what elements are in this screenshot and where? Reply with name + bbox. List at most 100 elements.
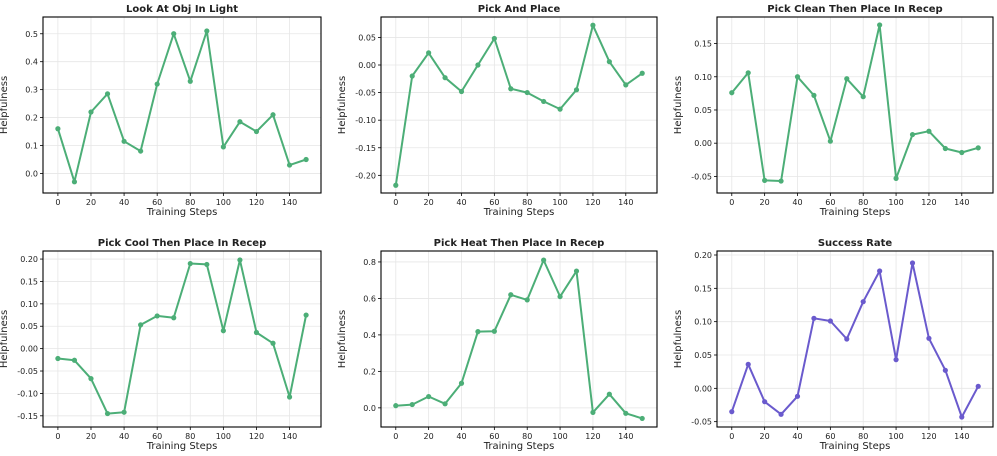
- data-point: [458, 88, 465, 95]
- chart-panel: 0 20 40 60 80 100 120 140 -0.05 0.00 0.05 0.10 0.15 P…: [673, 4, 994, 218]
- series-line: [56, 30, 307, 183]
- data-point: [811, 315, 817, 321]
- x-tick-label: 40: [456, 198, 466, 207]
- data-point: [491, 35, 497, 42]
- y-tick-label: -0.10: [355, 116, 376, 125]
- data-point: [623, 410, 629, 416]
- y-axis-label: Helpfulness: [0, 310, 10, 368]
- data-point: [508, 292, 514, 298]
- data-point: [270, 340, 276, 346]
- y-tick-label: 0.0: [25, 169, 38, 178]
- x-tick-label: 60: [825, 432, 835, 441]
- chart-panel: 0 20 40 60 80 100 120 140 -0.05 0.00 0.05 0.10 0.15 0…: [673, 238, 994, 452]
- data-point: [745, 361, 751, 367]
- x-axis-label: Training Steps: [146, 207, 218, 218]
- x-tick-label: 0: [55, 432, 60, 441]
- y-tick-label: 0.05: [358, 33, 376, 42]
- x-tick-label: 140: [954, 432, 969, 441]
- y-tick-label: 0.1: [25, 142, 38, 151]
- x-tick-label: 100: [216, 432, 231, 441]
- data-point: [171, 31, 177, 37]
- data-point: [794, 74, 801, 80]
- y-axis-label: Helpfulness: [0, 76, 10, 134]
- y-tick-label: 0.15: [20, 277, 38, 286]
- y-axis-label: Helpfulness: [337, 76, 348, 134]
- data-point: [303, 312, 309, 318]
- x-tick-label: 80: [858, 432, 868, 441]
- x-tick-label: 80: [185, 432, 195, 441]
- data-point: [778, 411, 784, 417]
- y-axis-label: Helpfulness: [337, 310, 348, 368]
- chart-title: Pick Cool Then Place In Recep: [98, 238, 267, 249]
- data-point: [590, 22, 596, 28]
- x-tick-label: 0: [729, 432, 734, 441]
- data-point: [154, 81, 160, 87]
- x-tick-label: 120: [921, 432, 936, 441]
- y-tick-label: -0.05: [691, 418, 712, 427]
- x-tick-label: 20: [424, 198, 434, 207]
- y-tick-label: -0.15: [17, 412, 38, 421]
- y-tick-label: 0.5: [25, 30, 38, 39]
- y-tick-label: 0.0: [363, 404, 376, 413]
- chart-title: Success Rate: [818, 238, 893, 249]
- data-point: [220, 144, 226, 150]
- data-point: [573, 268, 580, 274]
- series-line: [57, 259, 308, 415]
- x-tick-label: 40: [792, 432, 802, 441]
- data-point: [138, 148, 144, 154]
- y-tick-label: 0.00: [694, 139, 712, 148]
- x-tick-label: 60: [489, 432, 499, 441]
- x-tick-label: 120: [585, 198, 600, 207]
- x-tick-label: 100: [552, 432, 567, 441]
- x-tick-label: 80: [522, 198, 532, 207]
- data-point: [154, 313, 160, 319]
- x-tick-label: 100: [888, 198, 903, 207]
- data-point: [104, 410, 111, 417]
- data-point: [959, 414, 965, 420]
- data-point: [508, 86, 514, 92]
- y-tick-label: 0.6: [363, 294, 376, 303]
- plot-frame: [42, 16, 322, 194]
- data-point: [794, 393, 801, 399]
- x-tick-label: 40: [456, 432, 466, 441]
- y-tick-label: -0.05: [17, 367, 38, 376]
- data-point: [104, 91, 111, 97]
- data-point: [606, 59, 612, 65]
- data-point: [187, 260, 193, 267]
- x-tick-label: 40: [792, 198, 802, 207]
- x-tick-label: 20: [86, 198, 96, 207]
- data-point: [409, 73, 415, 79]
- y-tick-label: -0.20: [355, 171, 376, 180]
- x-tick-label: 60: [152, 198, 162, 207]
- x-tick-label: 20: [424, 432, 434, 441]
- x-tick-label: 0: [729, 198, 734, 207]
- data-point: [844, 76, 850, 82]
- data-point: [860, 299, 866, 305]
- data-point: [286, 394, 293, 400]
- data-point: [729, 90, 735, 96]
- y-tick-label: -0.15: [355, 144, 376, 153]
- data-point: [442, 401, 448, 407]
- data-point: [877, 22, 883, 28]
- chart-panel: 0 20 40 60 80 100 120 140 0.0 0.1 0.2 0.3 0.4 0.5 Look…: [0, 4, 322, 218]
- data-point: [623, 82, 629, 88]
- data-point: [541, 257, 547, 263]
- data-point: [204, 261, 210, 268]
- x-tick-label: 140: [282, 198, 297, 207]
- data-point: [55, 126, 61, 132]
- data-point: [606, 391, 612, 397]
- data-point: [171, 315, 177, 321]
- data-point: [729, 409, 735, 415]
- data-point: [639, 70, 645, 76]
- series-line: [394, 24, 643, 186]
- data-point: [187, 78, 193, 84]
- data-point: [237, 119, 243, 125]
- data-point: [844, 336, 850, 342]
- x-tick-label: 140: [618, 432, 633, 441]
- x-tick-label: 120: [921, 198, 936, 207]
- data-point: [557, 293, 563, 300]
- x-tick-label: 140: [618, 198, 633, 207]
- data-point: [524, 297, 530, 303]
- data-point: [959, 149, 965, 156]
